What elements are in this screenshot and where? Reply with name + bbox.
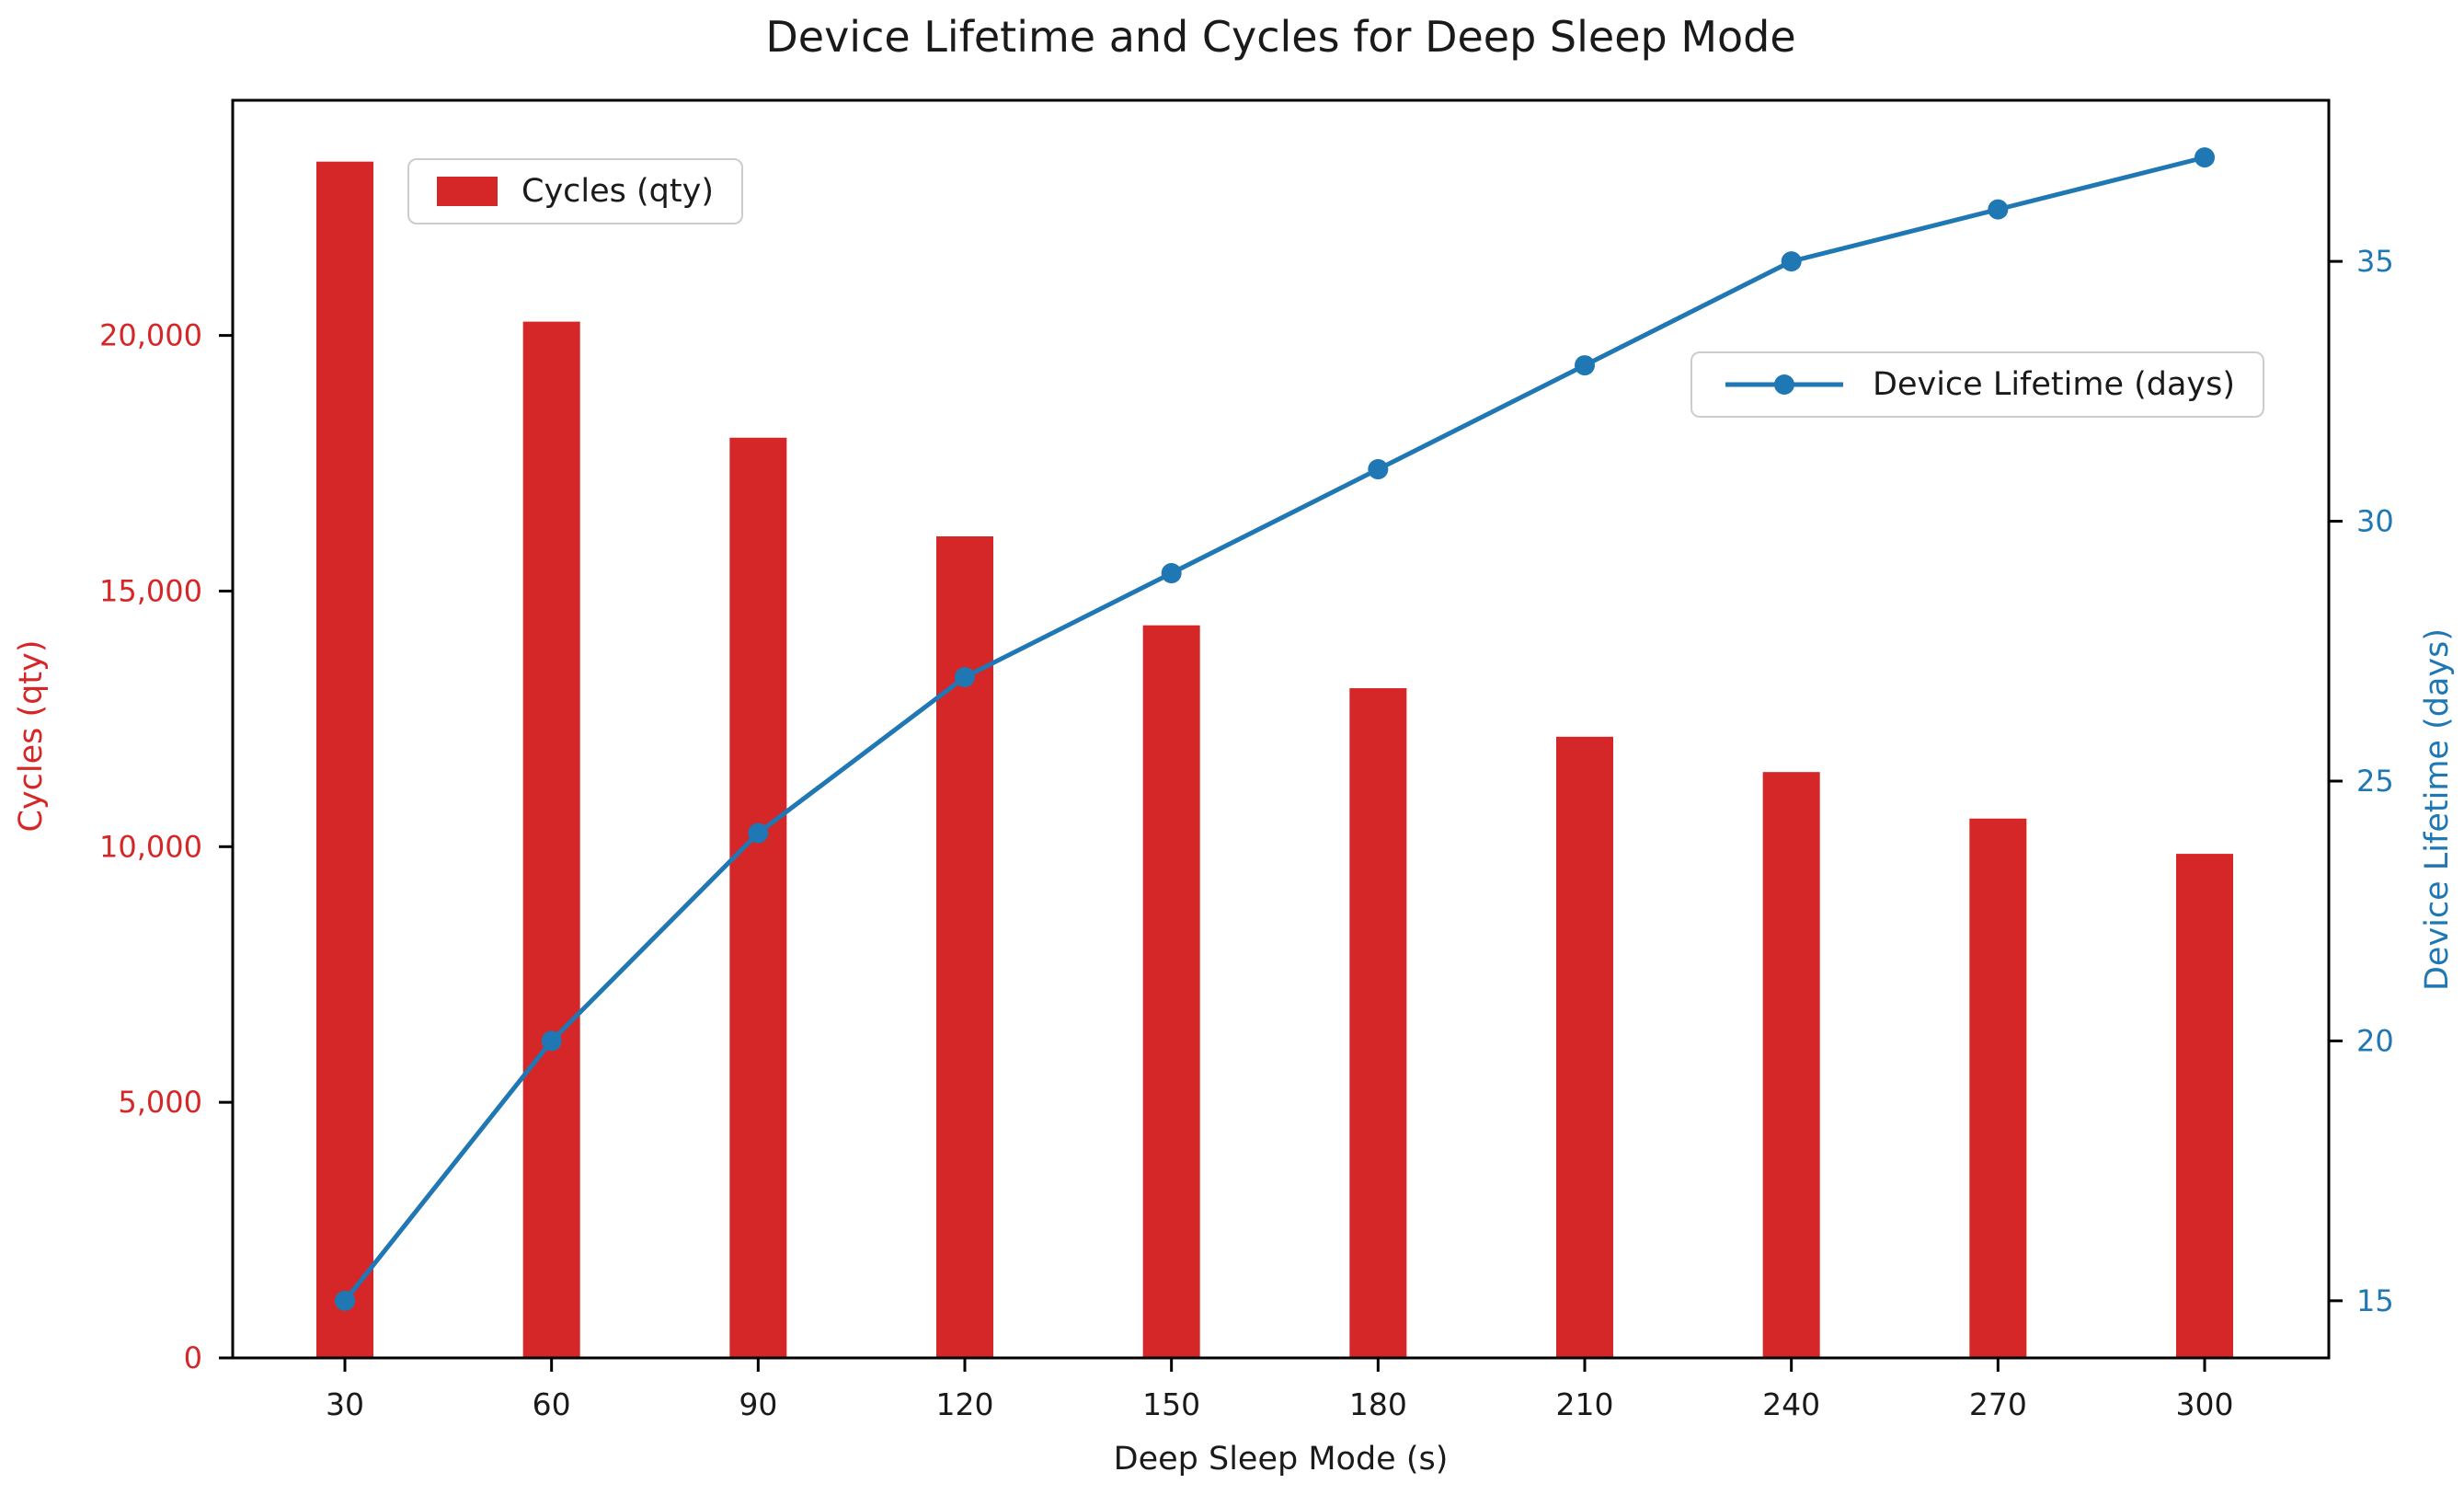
cycles-bar bbox=[522, 321, 580, 1358]
cycles-bar bbox=[1556, 736, 1613, 1358]
x-tick-label: 270 bbox=[1969, 1386, 2027, 1422]
x-tick-label: 150 bbox=[1142, 1386, 1200, 1422]
lifetime-line bbox=[343, 155, 2206, 1303]
x-axis-label: Deep Sleep Mode (s) bbox=[1113, 1441, 1449, 1478]
plot-frame bbox=[231, 98, 2331, 1360]
x-tick-label: 300 bbox=[2176, 1386, 2234, 1422]
lifetime-legend-label: Device Lifetime (days) bbox=[1873, 366, 2236, 403]
lifetime-legend-marker bbox=[1725, 374, 1843, 395]
x-tick-label: 240 bbox=[1762, 1386, 1820, 1422]
left-y-tick-label: 10,000 bbox=[99, 829, 202, 864]
cycles-bar bbox=[1969, 818, 2027, 1358]
x-tick-label: 210 bbox=[1556, 1386, 1614, 1422]
legend-lifetime: Device Lifetime (days) bbox=[1690, 351, 2265, 418]
cycles-bar bbox=[316, 161, 373, 1359]
cycles-bar bbox=[1142, 625, 1200, 1358]
x-tick-label: 120 bbox=[936, 1386, 994, 1422]
right-y-tick-label: 35 bbox=[2356, 244, 2394, 279]
lifetime-marker bbox=[2195, 147, 2215, 168]
cycles-bar bbox=[936, 536, 993, 1358]
lifetime-marker bbox=[1988, 199, 2009, 220]
legend-cycles: Cycles (qty) bbox=[407, 158, 743, 224]
cycles-bar bbox=[1762, 772, 1820, 1358]
x-tick-label: 180 bbox=[1349, 1386, 1407, 1422]
lifetime-marker bbox=[1161, 563, 1182, 584]
left-y-tick-label: 5,000 bbox=[118, 1085, 202, 1120]
left-y-axis-label: Cycles (qty) bbox=[13, 639, 50, 833]
right-y-tick-label: 30 bbox=[2356, 504, 2394, 539]
chart-title: Device Lifetime and Cycles for Deep Slee… bbox=[765, 12, 1796, 62]
lifetime-marker bbox=[1781, 251, 1802, 272]
lifetime-marker bbox=[1368, 459, 1389, 480]
right-y-tick-label: 15 bbox=[2356, 1283, 2394, 1318]
cycles-bar bbox=[1349, 688, 1407, 1358]
right-y-tick-label: 20 bbox=[2356, 1023, 2394, 1058]
left-y-tick-label: 0 bbox=[184, 1340, 202, 1375]
x-tick-label: 90 bbox=[739, 1386, 777, 1422]
left-y-tick-label: 20,000 bbox=[99, 318, 202, 353]
lifetime-marker bbox=[335, 1290, 355, 1311]
cycles-legend-label: Cycles (qty) bbox=[521, 173, 714, 210]
x-tick-label: 30 bbox=[326, 1386, 364, 1422]
x-tick-label: 60 bbox=[533, 1386, 571, 1422]
right-y-tick-label: 25 bbox=[2356, 764, 2394, 799]
lifetime-marker bbox=[748, 822, 769, 844]
lifetime-marker bbox=[541, 1030, 562, 1052]
lifetime-marker bbox=[1575, 355, 1595, 376]
cycles-bar bbox=[2176, 854, 2233, 1358]
cycles-bar bbox=[729, 437, 787, 1358]
cycles-legend-swatch bbox=[437, 177, 498, 206]
left-y-tick-label: 15,000 bbox=[99, 573, 202, 608]
lifetime-marker bbox=[955, 667, 975, 688]
right-y-axis-label: Device Lifetime (days) bbox=[2419, 627, 2456, 992]
